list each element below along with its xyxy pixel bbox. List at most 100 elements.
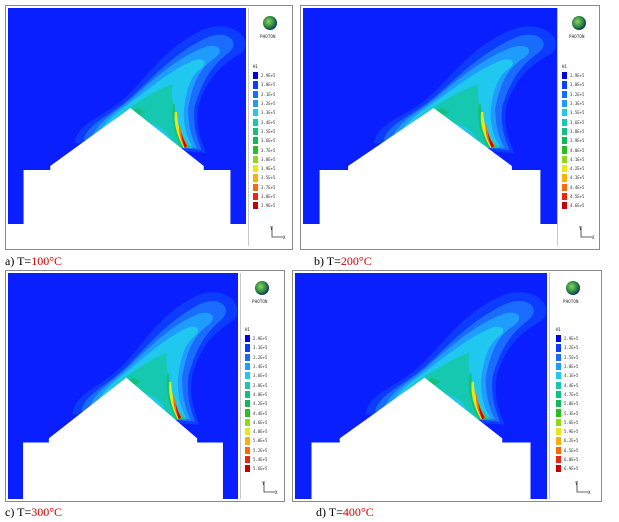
legend-label: 4.2E+5 <box>253 401 268 407</box>
photon-logo-icon <box>263 16 277 30</box>
legend-swatch <box>253 109 258 117</box>
legend-entry: 5.0E+5 <box>556 399 578 408</box>
legend-sidebar-d: PHOTON H1 2.9E+5 3.2E+5 3.5E+5 3.8E+5 4.1E+5… <box>549 273 600 499</box>
legend-swatch <box>556 344 561 352</box>
legend-entry: 3.4E+5 <box>245 362 267 371</box>
legend-swatch <box>253 81 258 89</box>
color-legend: 2.9E+5 3.0E+5 3.2E+5 3.3E+5 3.5E+5 3.6E+5 3.8E… <box>562 71 584 210</box>
legend-label: 5.2E+5 <box>253 447 268 453</box>
legend-sidebar-a: PHOTON H1 2.9E+5 3.0E+5 3.1E+5 3.2E+5 3.3E+5… <box>248 8 291 246</box>
legend-entry: 3.4E+5 <box>253 117 275 126</box>
legend-swatch <box>253 165 258 173</box>
legend-entry: 3.5E+5 <box>562 108 584 117</box>
color-legend: 2.9E+5 3.2E+5 3.5E+5 3.8E+5 4.1E+5 4.4E+5 4.7E… <box>556 334 578 473</box>
legend-entry: 3.8E+5 <box>562 127 584 136</box>
legend-entry: 3.8E+5 <box>253 155 275 164</box>
caption-d: d) T=400°C <box>316 505 374 520</box>
caption-b: b) T=200°C <box>314 254 372 269</box>
legend-label: 4.1E+5 <box>564 373 579 379</box>
legend-swatch <box>562 202 567 210</box>
legend-label: 3.3E+5 <box>570 101 585 107</box>
legend-title: H1 <box>556 327 561 332</box>
panel-c: PHOTON H1 2.9E+5 3.1E+5 3.2E+5 3.4E+5 3.6E+5… <box>5 270 285 502</box>
panel-a: PHOTON H1 2.9E+5 3.0E+5 3.1E+5 3.2E+5 3.3E+5… <box>5 5 293 250</box>
legend-swatch <box>245 344 250 352</box>
legend-entry: 3.7E+5 <box>253 145 275 154</box>
legend-label: 3.5E+5 <box>261 128 276 134</box>
legend-label: 3.0E+5 <box>261 82 276 88</box>
legend-swatch <box>562 99 567 108</box>
legend-label: 6.5E+5 <box>564 447 579 453</box>
legend-swatch <box>245 362 250 371</box>
legend-swatch <box>253 183 258 191</box>
legend-swatch <box>562 81 567 89</box>
legend-entry: 3.3E+5 <box>253 108 275 117</box>
legend-label: 5.6E+5 <box>564 419 579 425</box>
legend-swatch <box>245 418 250 426</box>
legend-label: 4.0E+5 <box>253 391 268 397</box>
legend-entry: 5.2E+5 <box>245 446 267 455</box>
legend-label: 3.6E+5 <box>261 138 276 144</box>
legend-swatch <box>556 335 561 343</box>
legend-swatch <box>245 465 250 473</box>
contour-plot-b <box>303 8 557 224</box>
legend-entry: 4.4E+5 <box>245 408 267 417</box>
legend-entry: 3.1E+5 <box>245 343 267 352</box>
svg-text:X: X <box>283 235 286 240</box>
legend-entry: 4.1E+5 <box>556 371 578 380</box>
legend-swatch <box>562 146 567 154</box>
legend-label: 3.7E+5 <box>261 147 276 153</box>
legend-label: 3.9E+5 <box>261 166 276 172</box>
legend-label: 4.6E+5 <box>253 419 268 425</box>
caption-prefix: c) T= <box>5 505 32 519</box>
legend-swatch <box>245 381 250 389</box>
legend-label: 3.2E+5 <box>564 345 579 351</box>
legend-label: 4.7E+5 <box>564 391 579 397</box>
color-legend: 2.9E+5 3.1E+5 3.2E+5 3.4E+5 3.6E+5 3.8E+5 4.0E… <box>245 334 267 473</box>
legend-entry: 3.2E+5 <box>556 343 578 352</box>
legend-title: H1 <box>253 64 258 69</box>
photon-logo-icon <box>255 281 269 295</box>
legend-label: 3.6E+5 <box>253 373 268 379</box>
legend-entry: 4.2E+5 <box>562 164 584 173</box>
legend-entry: 3.1E+5 <box>253 90 275 99</box>
legend-swatch <box>562 155 567 163</box>
legend-swatch <box>253 192 258 201</box>
legend-label: 5.6E+5 <box>253 466 268 472</box>
legend-swatch <box>253 174 258 182</box>
legend-entry: 3.2E+5 <box>253 99 275 108</box>
legend-label: 3.1E+5 <box>261 91 276 97</box>
legend-entry: 4.5E+5 <box>562 192 584 201</box>
legend-label: 3.8E+5 <box>253 382 268 388</box>
legend-swatch <box>245 335 250 343</box>
legend-entry: 4.8E+5 <box>245 427 267 436</box>
legend-label: 4.5E+5 <box>570 194 585 199</box>
legend-swatch <box>253 137 258 145</box>
legend-label: 4.6E+5 <box>570 203 585 209</box>
legend-swatch <box>562 174 567 182</box>
legend-swatch <box>245 353 250 361</box>
legend-entry: 3.6E+5 <box>562 117 584 126</box>
contour-plot-d <box>295 273 547 499</box>
svg-text:Y: Y <box>575 481 578 486</box>
legend-label: 6.2E+5 <box>564 438 579 444</box>
legend-entry: 2.9E+5 <box>245 334 267 343</box>
legend-entry: 3.2E+5 <box>245 353 267 362</box>
panel-d: PHOTON H1 2.9E+5 3.2E+5 3.5E+5 3.8E+5 4.1E+5… <box>292 270 602 502</box>
legend-entry: 3.6E+5 <box>253 136 275 145</box>
svg-text:Y: Y <box>270 226 273 231</box>
legend-entry: 3.8E+5 <box>245 380 267 389</box>
legend-title: H1 <box>562 64 567 69</box>
legend-entry: 3.8E+5 <box>253 192 275 201</box>
legend-entry: 3.7E+5 <box>253 183 275 192</box>
legend-label: 3.0E+5 <box>570 82 585 88</box>
legend-label: 4.8E+5 <box>253 429 268 435</box>
legend-swatch <box>556 372 561 380</box>
legend-swatch <box>556 437 561 445</box>
caption-temp: 400°C <box>342 505 374 519</box>
legend-label: 5.9E+5 <box>564 429 579 435</box>
legend-entry: 3.9E+5 <box>562 136 584 145</box>
legend-label: 3.5E+5 <box>564 354 579 360</box>
legend-entry: 3.5E+5 <box>253 127 275 136</box>
